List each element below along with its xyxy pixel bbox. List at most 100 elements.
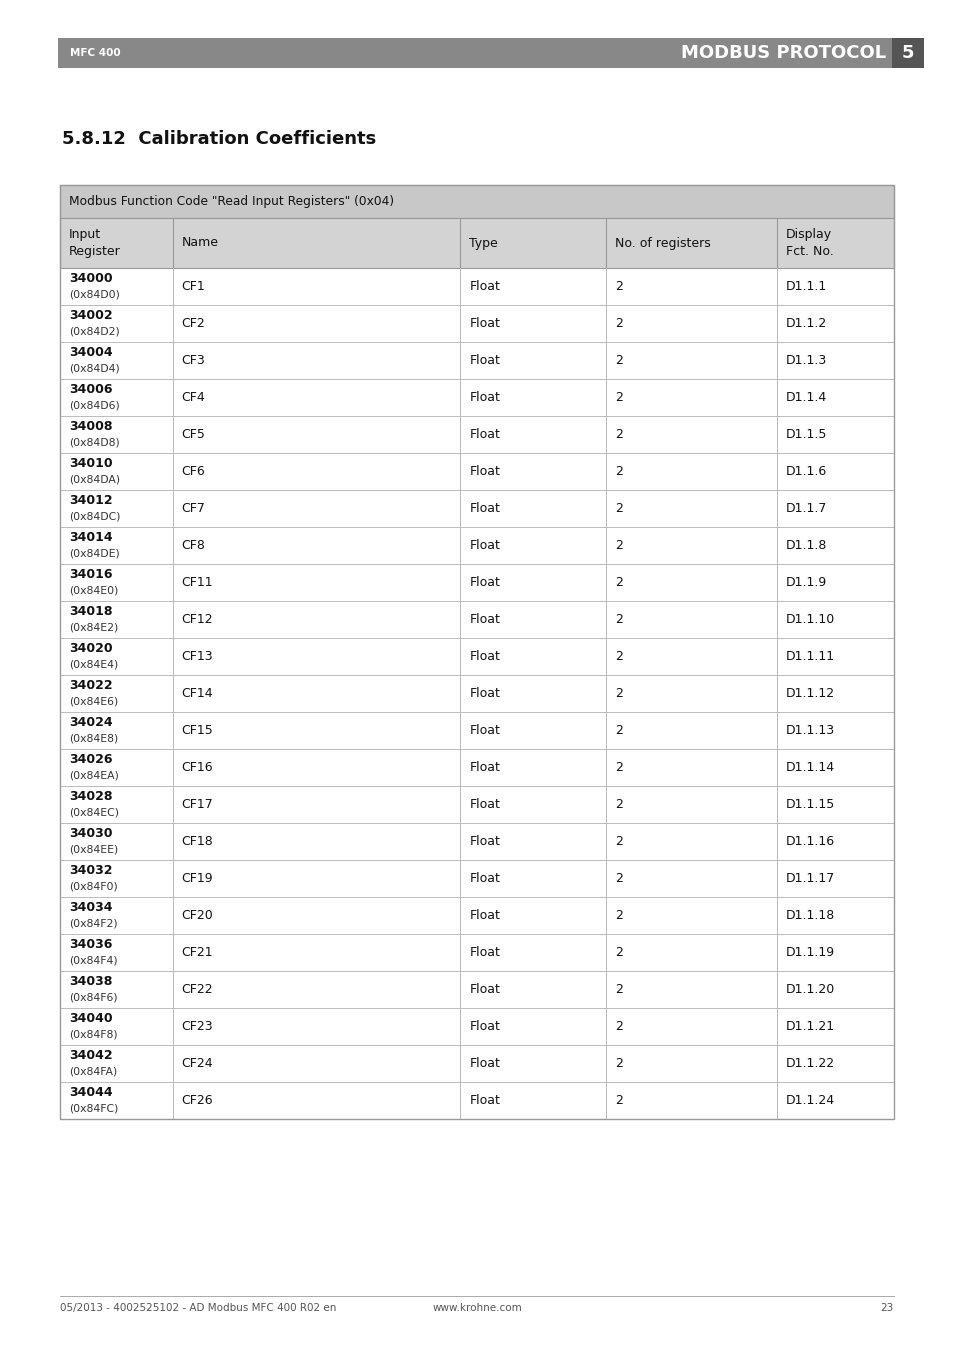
Bar (60, 527, 893, 563)
Text: Float: Float (469, 428, 499, 440)
Bar (58, 38, 923, 68)
Text: CF4: CF4 (181, 390, 205, 404)
Text: (0x84F8): (0x84F8) (69, 1029, 117, 1039)
Text: 34004: 34004 (69, 346, 112, 359)
Text: 2: 2 (615, 576, 622, 589)
Text: D1.1.1: D1.1.1 (785, 280, 826, 293)
Text: (0x84D0): (0x84D0) (69, 289, 120, 300)
Text: 2: 2 (615, 539, 622, 553)
Text: 2: 2 (615, 390, 622, 404)
Text: CF11: CF11 (181, 576, 213, 589)
Text: MODBUS PROTOCOL: MODBUS PROTOCOL (680, 45, 885, 62)
Text: 2: 2 (615, 280, 622, 293)
Text: D1.1.21: D1.1.21 (785, 1020, 835, 1034)
Text: (0x84EC): (0x84EC) (69, 808, 119, 817)
Bar (60, 185, 893, 218)
Text: 34016: 34016 (69, 567, 112, 581)
Text: D1.1.22: D1.1.22 (785, 1056, 835, 1070)
Bar (60, 897, 893, 934)
Text: No. of registers: No. of registers (615, 236, 710, 250)
Text: Input
Register: Input Register (69, 228, 121, 258)
Text: Float: Float (469, 724, 499, 738)
Text: Float: Float (469, 390, 499, 404)
Text: 34038: 34038 (69, 975, 112, 988)
Text: 34030: 34030 (69, 827, 112, 840)
Text: 34040: 34040 (69, 1012, 112, 1025)
Text: 2: 2 (615, 428, 622, 440)
Text: D1.1.13: D1.1.13 (785, 724, 835, 738)
Text: Float: Float (469, 317, 499, 330)
Text: CF18: CF18 (181, 835, 213, 848)
Text: (0x84F2): (0x84F2) (69, 919, 117, 928)
Text: Float: Float (469, 539, 499, 553)
Bar (60, 416, 893, 453)
Text: 2: 2 (615, 1020, 622, 1034)
Text: 2: 2 (615, 871, 622, 885)
Text: Float: Float (469, 1020, 499, 1034)
Text: Float: Float (469, 1094, 499, 1106)
Bar (60, 712, 893, 748)
Text: D1.1.16: D1.1.16 (785, 835, 835, 848)
Text: CF1: CF1 (181, 280, 205, 293)
Text: (0x84F6): (0x84F6) (69, 993, 117, 1002)
Bar (60, 1082, 893, 1119)
Text: 34026: 34026 (69, 753, 112, 766)
Text: D1.1.5: D1.1.5 (785, 428, 827, 440)
Bar (60, 218, 893, 267)
Text: www.krohne.com: www.krohne.com (432, 1302, 521, 1313)
Text: Float: Float (469, 909, 499, 921)
Text: 2: 2 (615, 503, 622, 515)
Text: (0x84E2): (0x84E2) (69, 623, 118, 632)
Text: D1.1.24: D1.1.24 (785, 1094, 835, 1106)
Text: Float: Float (469, 613, 499, 626)
Text: (0x84D6): (0x84D6) (69, 400, 120, 411)
Text: 23: 23 (880, 1302, 893, 1313)
Text: (0x84E4): (0x84E4) (69, 659, 118, 670)
Text: 2: 2 (615, 761, 622, 774)
Bar (60, 563, 893, 601)
Bar (60, 305, 893, 342)
Bar (60, 1008, 893, 1046)
Bar (60, 971, 893, 1008)
Text: (0x84F4): (0x84F4) (69, 955, 117, 966)
Text: D1.1.12: D1.1.12 (785, 688, 835, 700)
Text: CF14: CF14 (181, 688, 213, 700)
Text: 2: 2 (615, 688, 622, 700)
Text: CF24: CF24 (181, 1056, 213, 1070)
Text: 2: 2 (615, 798, 622, 811)
Text: CF26: CF26 (181, 1094, 213, 1106)
Text: CF12: CF12 (181, 613, 213, 626)
Text: CF16: CF16 (181, 761, 213, 774)
Text: 34000: 34000 (69, 272, 112, 285)
Text: (0x84EA): (0x84EA) (69, 770, 119, 781)
Text: (0x84DE): (0x84DE) (69, 549, 120, 558)
Text: CF20: CF20 (181, 909, 213, 921)
Text: D1.1.14: D1.1.14 (785, 761, 835, 774)
Text: Float: Float (469, 798, 499, 811)
Text: 2: 2 (615, 354, 622, 367)
Text: 05/2013 - 4002525102 - AD Modbus MFC 400 R02 en: 05/2013 - 4002525102 - AD Modbus MFC 400… (60, 1302, 336, 1313)
Text: 34018: 34018 (69, 605, 112, 617)
Text: Float: Float (469, 280, 499, 293)
Text: CF15: CF15 (181, 724, 213, 738)
Text: 34002: 34002 (69, 309, 112, 322)
Text: CF2: CF2 (181, 317, 205, 330)
Text: Float: Float (469, 946, 499, 959)
Text: 34010: 34010 (69, 457, 112, 470)
Text: D1.1.19: D1.1.19 (785, 946, 835, 959)
Text: 2: 2 (615, 724, 622, 738)
Text: (0x84F0): (0x84F0) (69, 881, 117, 892)
Text: Modbus Function Code "Read Input Registers" (0x04): Modbus Function Code "Read Input Registe… (69, 195, 394, 208)
Text: D1.1.9: D1.1.9 (785, 576, 826, 589)
Text: D1.1.10: D1.1.10 (785, 613, 835, 626)
Text: Type: Type (469, 236, 497, 250)
Text: Name: Name (181, 236, 218, 250)
Text: (0x84E0): (0x84E0) (69, 585, 118, 596)
Text: CF6: CF6 (181, 465, 205, 478)
Text: 34044: 34044 (69, 1086, 112, 1098)
Text: 34032: 34032 (69, 865, 112, 877)
Text: 2: 2 (615, 946, 622, 959)
Text: D1.1.15: D1.1.15 (785, 798, 835, 811)
Text: 34022: 34022 (69, 680, 112, 692)
Text: D1.1.8: D1.1.8 (785, 539, 827, 553)
